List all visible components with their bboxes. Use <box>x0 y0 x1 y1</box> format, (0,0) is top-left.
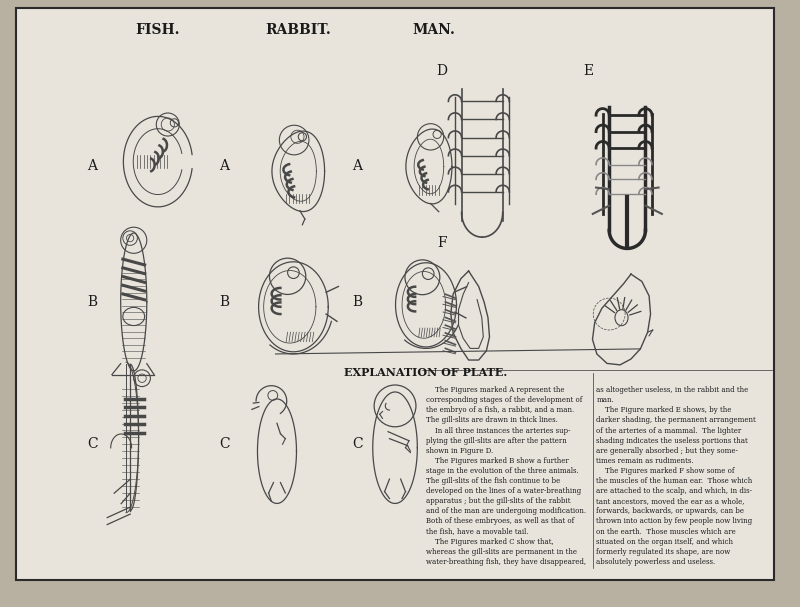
Text: A: A <box>87 160 98 174</box>
Text: C: C <box>353 437 363 451</box>
Text: The Figures marked A represent the
corresponding stages of the development of
th: The Figures marked A represent the corre… <box>426 386 586 566</box>
Text: A: A <box>219 160 229 174</box>
Text: A: A <box>353 160 362 174</box>
Text: EXPLANATION OF PLATE.: EXPLANATION OF PLATE. <box>344 367 508 379</box>
Text: FISH.: FISH. <box>136 23 180 37</box>
Text: B: B <box>353 295 362 309</box>
Text: MAN.: MAN. <box>412 23 455 37</box>
Text: B: B <box>219 295 229 309</box>
Text: B: B <box>87 295 98 309</box>
Text: E: E <box>584 64 594 78</box>
Text: RABBIT.: RABBIT. <box>266 23 331 37</box>
Text: as altogether useless, in the rabbit and the
man.
    The Figure marked E shows,: as altogether useless, in the rabbit and… <box>596 386 756 566</box>
Text: C: C <box>219 437 230 451</box>
Text: D: D <box>437 64 448 78</box>
Text: C: C <box>87 437 98 451</box>
Text: F: F <box>438 236 447 250</box>
